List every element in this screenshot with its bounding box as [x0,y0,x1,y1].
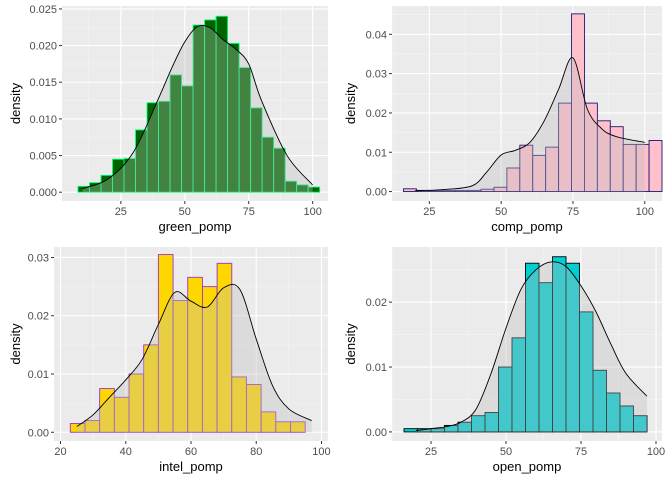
density-curve [414,57,645,192]
x-tick-label: 50 [500,446,512,458]
x-tick-label: 25 [425,446,437,458]
histogram-bar [307,186,321,193]
y-tick-label: 0.01 [366,147,387,159]
x-tick-label: 50 [179,206,191,218]
y-tick-label: 0.03 [28,252,49,264]
density-area [76,284,312,433]
y-tick-label: 0.020 [29,41,57,53]
histogram-bar [246,384,262,433]
y-axis-title: density [343,82,358,124]
x-tick-label: 20 [54,446,66,458]
x-axis-title: green_pomp [159,219,232,234]
y-tick-label: 0.000 [29,187,57,199]
chart-panel-3: 20 40 60 80 100 0.00 0.01 0.02 0.03 intel_pomp den… [8,247,331,474]
density-curve [82,24,313,189]
y-tick-label: 0.00 [28,427,49,439]
x-tick-label: 100 [636,206,654,218]
density-area [414,57,645,192]
x-tick-label: 100 [312,446,330,458]
density-area [416,261,647,432]
y-tick-label: 0.04 [366,29,387,41]
x-tick-label: 100 [303,206,321,218]
histogram-bar [633,415,648,433]
chart-panel-1: 25 50 75 100 0.000 0.005 0.010 0.015 0.020 0.025 g… [8,4,328,234]
histogram-bar [648,140,663,193]
x-tick-label: 25 [423,206,435,218]
x-tick-label: 100 [647,446,665,458]
x-tick-label: 40 [120,446,132,458]
y-tick-label: 0.03 [366,69,387,81]
histogram-bar [403,188,417,193]
x-tick-label: 75 [243,206,255,218]
y-axis-title: density [343,323,358,365]
y-tick-label: 0.01 [366,362,387,374]
histogram-bar [290,421,306,433]
y-tick-label: 0.010 [29,114,57,126]
y-tick-label: 0.00 [366,187,387,199]
chart-panel-4: 25 50 75 100 0.00 0.01 0.02 open_pomp density [343,247,665,474]
histogram-bar [216,262,233,433]
x-axis-title: comp_pomp [491,219,563,234]
histogram-bar [273,147,286,193]
y-tick-label: 0.00 [366,427,387,439]
y-tick-label: 0.02 [28,311,49,323]
y-tick-label: 0.01 [28,369,49,381]
y-tick-label: 0.02 [366,297,387,309]
x-tick-label: 50 [495,206,507,218]
x-tick-label: 60 [185,446,197,458]
x-tick-label: 80 [250,446,262,458]
density-area [82,25,313,193]
chart-panel-2: 25 50 75 100 0.00 0.01 0.02 0.03 0.04 comp_pomp de… [343,6,663,234]
x-tick-label: 75 [575,446,587,458]
x-axis-title: open_pomp [493,459,562,474]
density-curve [76,283,312,427]
x-tick-label: 25 [115,206,127,218]
y-tick-label: 0.02 [366,108,387,120]
histogram-bar [403,428,418,433]
x-axis-title: intel_pomp [159,459,223,474]
y-tick-label: 0.025 [29,4,57,16]
y-axis-title: density [8,323,23,365]
x-tick-label: 75 [567,206,579,218]
y-tick-label: 0.005 [29,151,57,163]
y-axis-title: density [8,82,23,124]
y-tick-label: 0.015 [29,77,57,89]
density-curve [415,261,648,432]
